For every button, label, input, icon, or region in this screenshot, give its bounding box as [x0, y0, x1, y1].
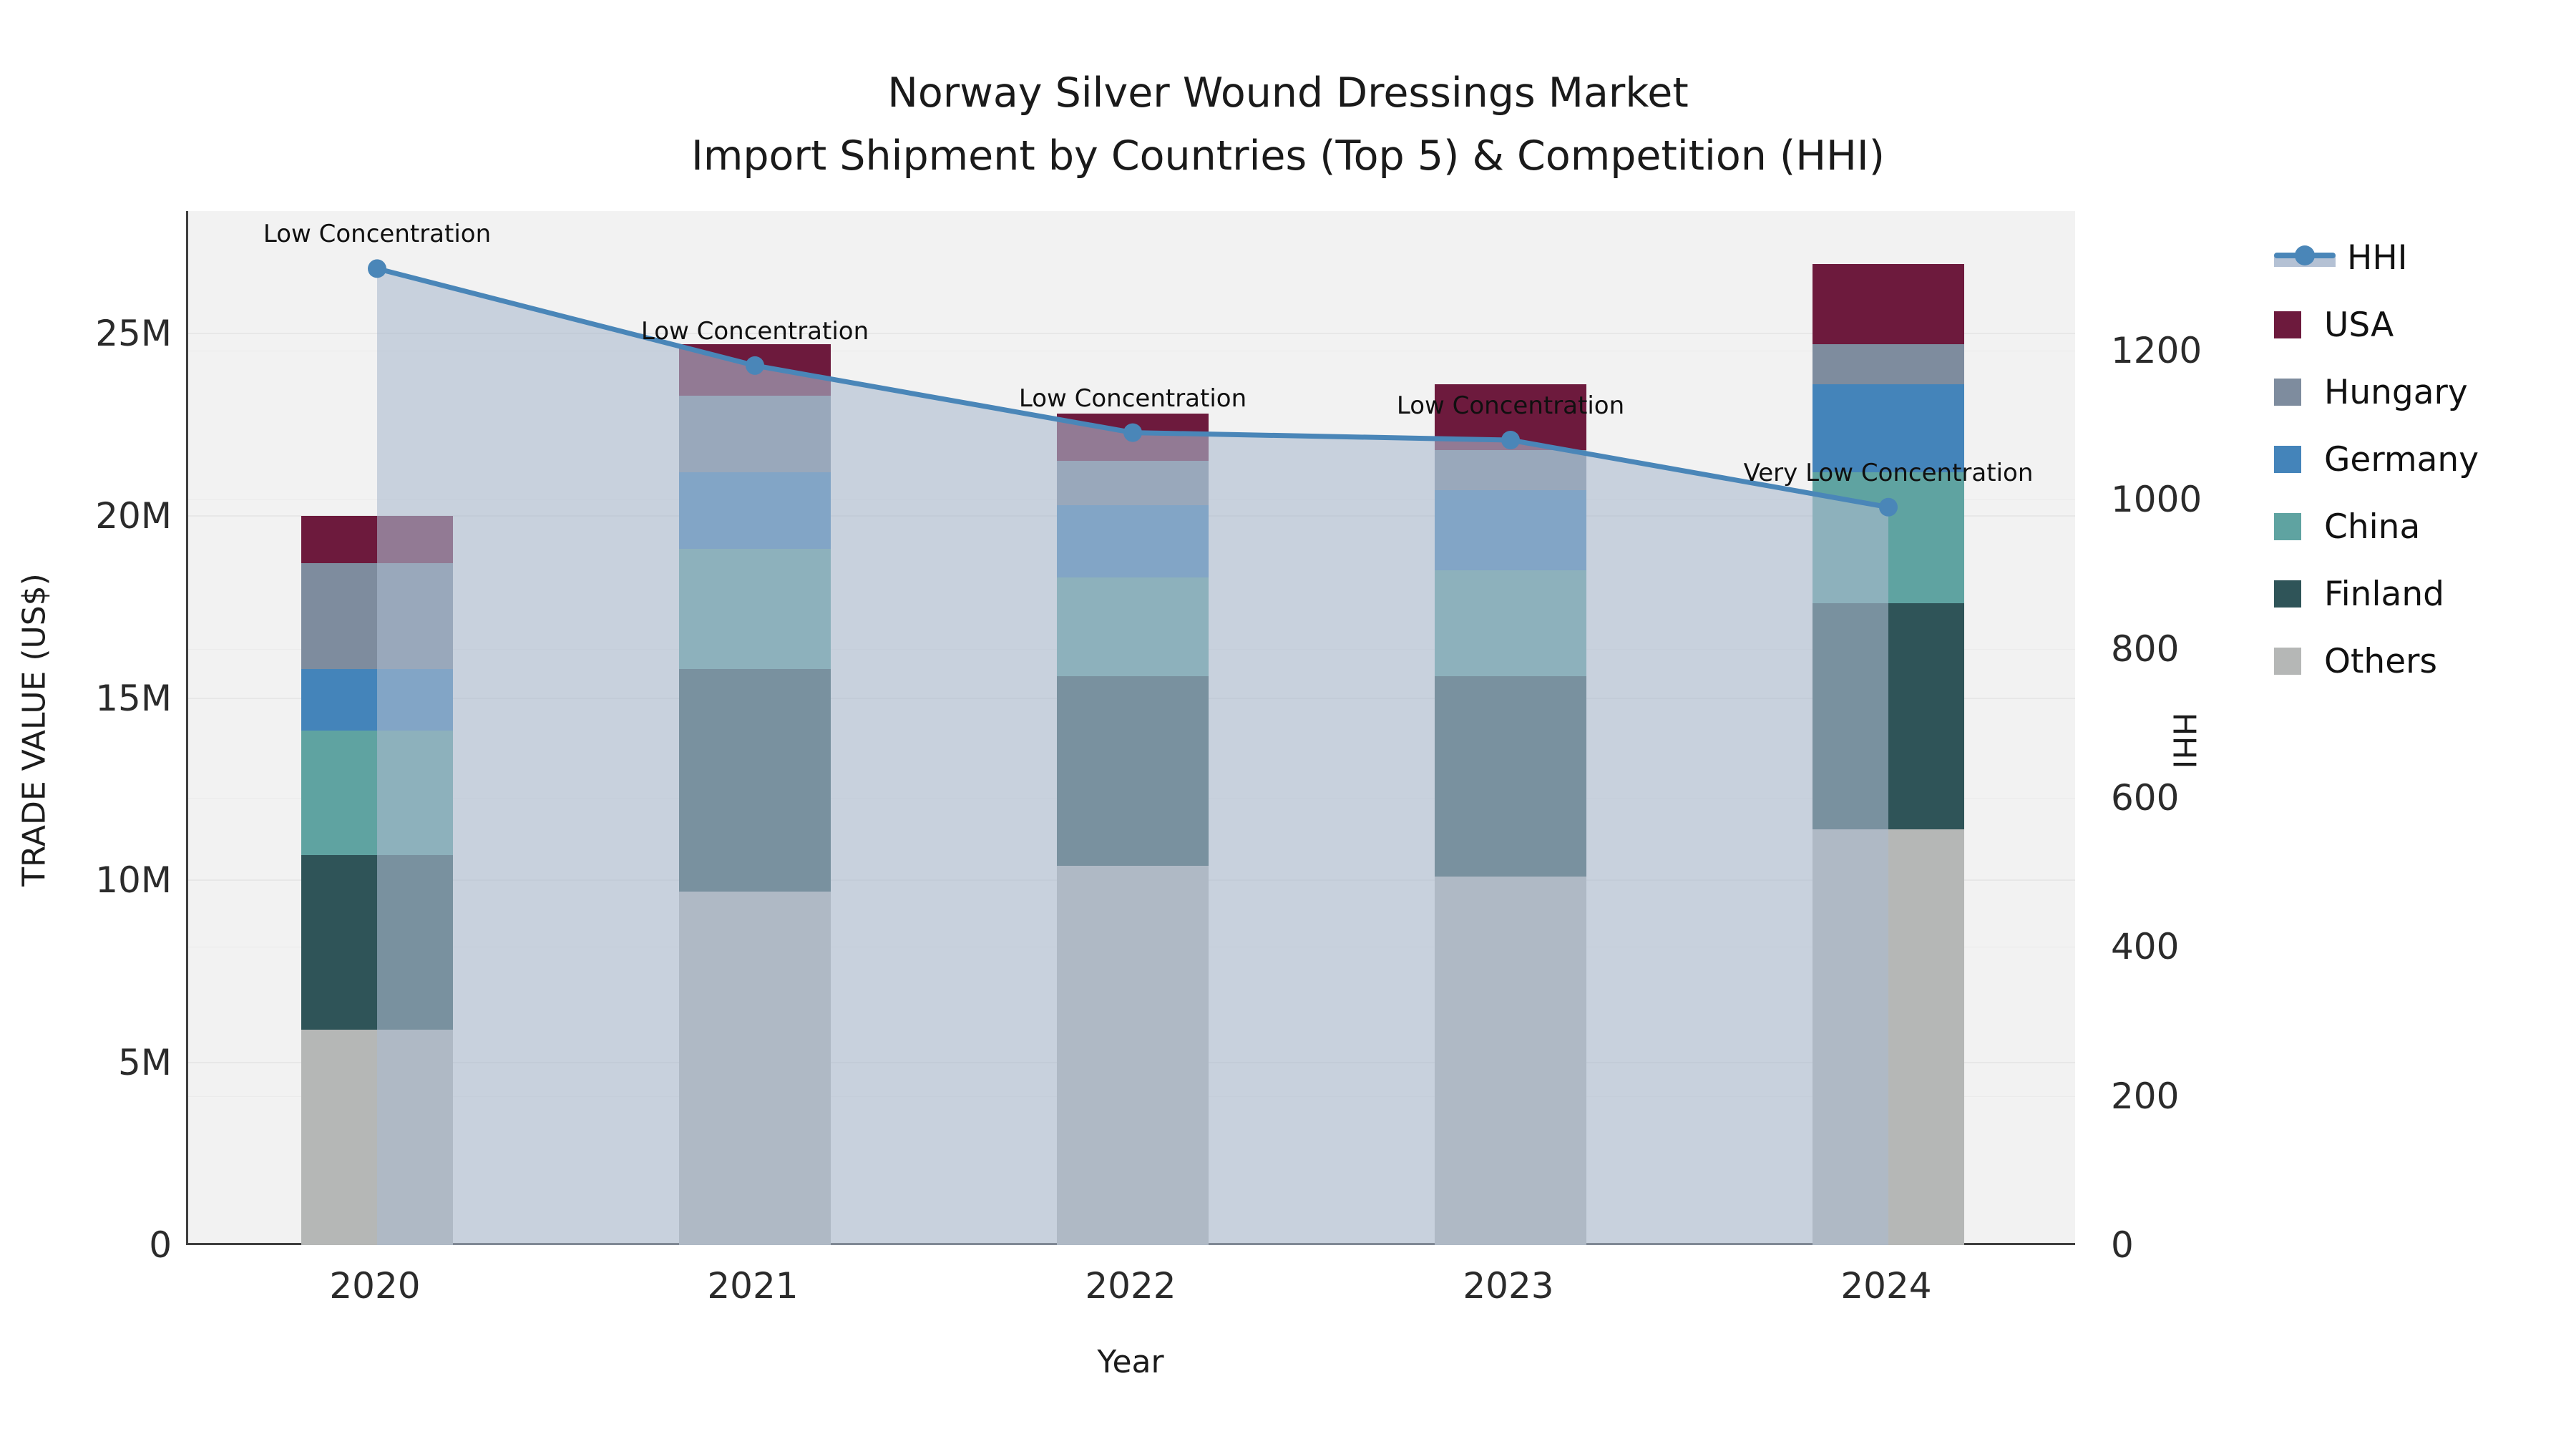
y-right-tick-400: 400 — [2111, 926, 2180, 968]
legend-swatch-finland — [2274, 580, 2301, 608]
x-tick-2023: 2023 — [1463, 1265, 1554, 1307]
legend-swatch-others — [2274, 648, 2301, 675]
bar-2021-china[interactable] — [679, 548, 831, 669]
bar-2021-germany[interactable] — [679, 472, 831, 549]
hhi-point-2020[interactable] — [368, 259, 386, 278]
hhi-marker-icon — [2295, 245, 2315, 265]
annotation-2021: Low Concentration — [640, 316, 869, 346]
bar-2023-others[interactable] — [1435, 877, 1586, 1245]
y-right-axis-title: HHI — [2165, 712, 2202, 769]
legend-label-hhi: HHI — [2347, 238, 2408, 278]
legend-item-others[interactable]: Others — [2274, 640, 2437, 683]
legend-item-finland[interactable]: Finland — [2274, 572, 2444, 615]
bar-2020-hungary[interactable] — [301, 563, 453, 669]
bar-2024-finland[interactable] — [1813, 603, 1964, 830]
y-right-tick-600: 600 — [2111, 777, 2180, 819]
x-axis-title: Year — [1097, 1344, 1164, 1380]
bar-2021-others[interactable] — [679, 891, 831, 1245]
y-left-tick-0: 0 — [149, 1224, 172, 1266]
legend-label-finland: Finland — [2324, 574, 2444, 614]
bar-2020-germany[interactable] — [301, 668, 453, 731]
bar-2020-finland[interactable] — [301, 854, 453, 1030]
y-right-tick-200: 200 — [2111, 1075, 2180, 1117]
legend-swatch-china — [2274, 513, 2301, 540]
legend-label-germany: Germany — [2324, 439, 2479, 479]
x-tick-2021: 2021 — [707, 1265, 799, 1307]
y-left-axis-title: TRADE VALUE (US$) — [16, 573, 53, 887]
y-right-tick-0: 0 — [2111, 1224, 2134, 1266]
y-left-tick-25M: 25M — [95, 313, 172, 354]
y-right-tick-1200: 1200 — [2111, 330, 2202, 371]
legend-item-hhi[interactable]: HHI — [2274, 236, 2408, 279]
bar-2021-usa[interactable] — [679, 344, 831, 396]
bar-2024-china[interactable] — [1813, 472, 1964, 604]
plot-area: Low Concentration Low Concentration Low Co… — [186, 211, 2075, 1245]
bar-2022-germany[interactable] — [1057, 504, 1209, 578]
annotation-2020: Low Concentration — [263, 220, 492, 249]
annotation-2022: Low Concentration — [1018, 384, 1247, 413]
bar-2023-germany[interactable] — [1435, 490, 1586, 571]
bar-2022-others[interactable] — [1057, 866, 1209, 1245]
bar-2024-hungary[interactable] — [1813, 344, 1964, 385]
bar-2020-others[interactable] — [301, 1030, 453, 1245]
bar-2023-finland[interactable] — [1435, 676, 1586, 877]
x-tick-2022: 2022 — [1085, 1265, 1176, 1307]
y-left-tick-15M: 15M — [95, 677, 172, 719]
bar-2021-finland[interactable] — [679, 668, 831, 892]
legend-label-hungary: Hungary — [2324, 372, 2468, 412]
bar-2020-usa[interactable] — [301, 515, 453, 564]
bar-2022-china[interactable] — [1057, 577, 1209, 676]
hhi-line-sample-icon — [2274, 244, 2336, 271]
y-left-tick-5M: 5M — [118, 1042, 172, 1084]
bar-2024-others[interactable] — [1813, 829, 1964, 1245]
annotation-2023: Low Concentration — [1396, 391, 1625, 420]
x-tick-2020: 2020 — [329, 1265, 421, 1307]
bar-2022-finland[interactable] — [1057, 676, 1209, 866]
legend-swatch-germany — [2274, 446, 2301, 473]
bar-2024-usa[interactable] — [1813, 264, 1964, 345]
legend-label-china: China — [2324, 507, 2421, 547]
bar-2021-hungary[interactable] — [679, 395, 831, 472]
chart-title-line1: Norway Silver Wound Dressings Market — [887, 69, 1689, 117]
bar-2023-hungary[interactable] — [1435, 450, 1586, 491]
y-left-tick-20M: 20M — [95, 494, 172, 537]
legend-item-usa[interactable]: USA — [2274, 303, 2394, 346]
legend-item-germany[interactable]: Germany — [2274, 438, 2479, 481]
annotation-2024: Very Low Concentration — [1743, 458, 2034, 487]
legend-swatch-hungary — [2274, 379, 2301, 406]
x-tick-2024: 2024 — [1840, 1265, 1932, 1307]
bar-2023-china[interactable] — [1435, 570, 1586, 677]
legend-item-hungary[interactable]: Hungary — [2274, 371, 2468, 414]
y-right-tick-800: 800 — [2111, 628, 2180, 670]
y-right-tick-1000: 1000 — [2111, 479, 2202, 521]
bar-2022-usa[interactable] — [1057, 414, 1209, 462]
legend-label-usa: USA — [2324, 305, 2394, 345]
legend-swatch-usa — [2274, 311, 2301, 338]
chart-title-line2: Import Shipment by Countries (Top 5) & C… — [691, 132, 1885, 180]
chart-title: Norway Silver Wound Dressings Market Imp… — [0, 62, 2576, 187]
gridline-trade-25 — [188, 333, 2075, 334]
y-left-tick-10M: 10M — [95, 859, 172, 902]
bar-2020-china[interactable] — [301, 731, 453, 855]
bar-2022-hungary[interactable] — [1057, 461, 1209, 505]
legend-item-china[interactable]: China — [2274, 505, 2420, 548]
legend-label-others: Others — [2324, 641, 2437, 681]
